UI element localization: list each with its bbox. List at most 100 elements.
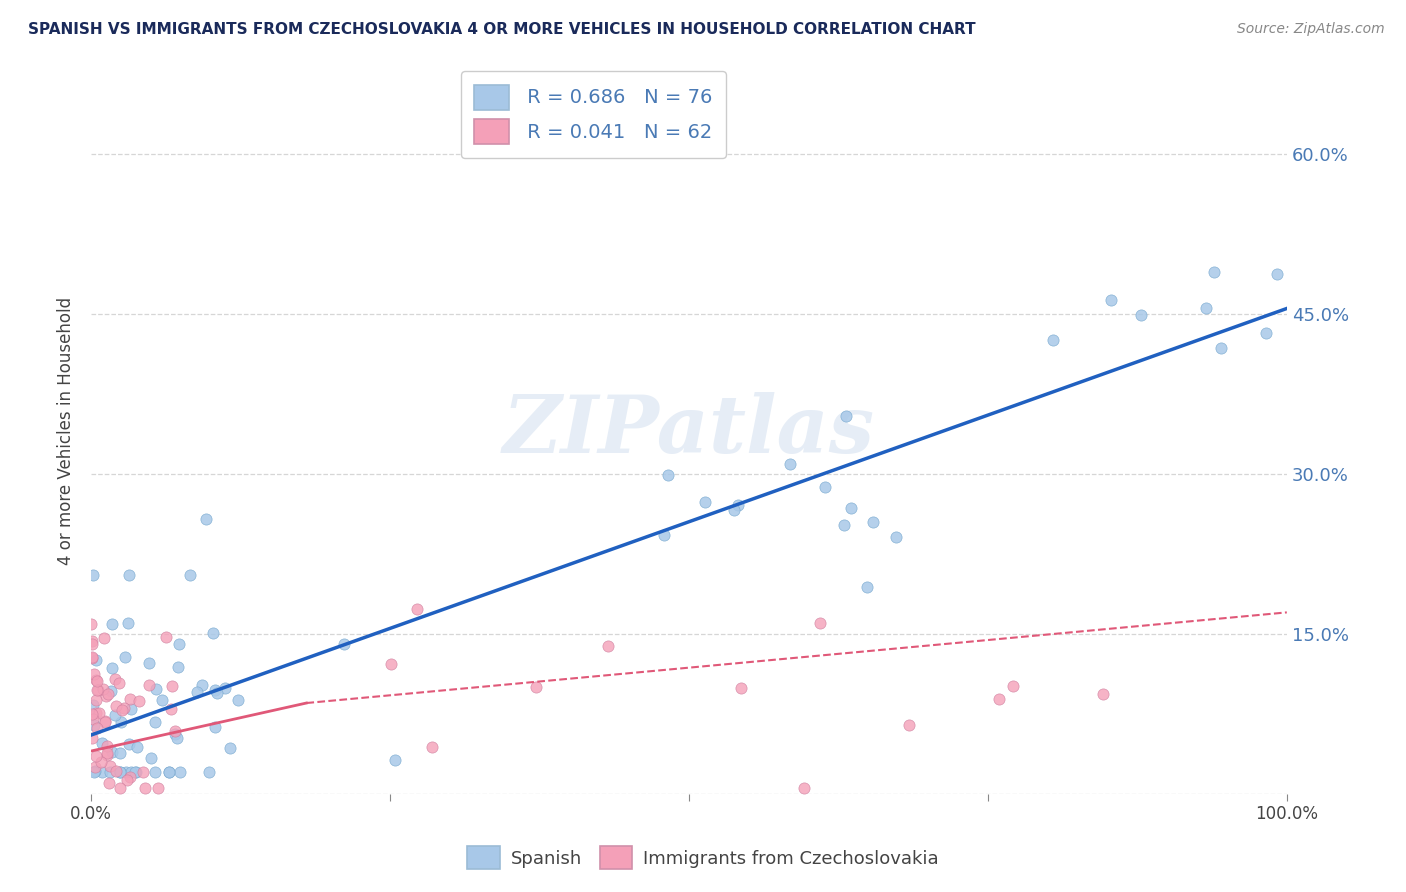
- Point: [988, 692, 1011, 706]
- Point: [104, 699, 127, 714]
- Point: [120, 702, 142, 716]
- Point: [82, 713, 104, 727]
- Point: [94, 690, 117, 704]
- Point: [80, 706, 103, 721]
- Point: [139, 751, 162, 765]
- Point: [333, 636, 356, 650]
- Point: [84, 673, 107, 687]
- Point: [96, 739, 118, 753]
- Point: [90, 756, 112, 770]
- Point: [657, 468, 679, 483]
- Point: [93, 632, 115, 646]
- Point: [86, 722, 108, 736]
- Point: [159, 765, 181, 780]
- Point: [163, 727, 186, 741]
- Point: [138, 657, 160, 671]
- Point: [83, 718, 105, 732]
- Legend: Spanish, Immigrants from Czechoslovakia: Spanish, Immigrants from Czechoslovakia: [458, 838, 948, 879]
- Point: [84, 706, 107, 720]
- Point: [138, 677, 160, 691]
- Point: [80, 731, 103, 745]
- Point: [115, 772, 138, 787]
- Point: [1002, 680, 1025, 694]
- Point: [186, 684, 208, 698]
- Point: [91, 682, 114, 697]
- Point: [80, 634, 103, 648]
- Point: [1202, 265, 1225, 279]
- Point: [814, 480, 837, 494]
- Point: [83, 666, 105, 681]
- Point: [897, 718, 920, 732]
- Point: [191, 677, 214, 691]
- Point: [134, 781, 156, 796]
- Point: [91, 765, 114, 780]
- Point: [1265, 267, 1288, 281]
- Point: [406, 602, 429, 616]
- Point: [723, 503, 745, 517]
- Point: [80, 616, 103, 631]
- Point: [166, 660, 188, 674]
- Point: [596, 639, 619, 653]
- Point: [82, 698, 104, 712]
- Point: [108, 781, 131, 796]
- Point: [1092, 687, 1115, 701]
- Point: [87, 706, 110, 720]
- Point: [96, 747, 118, 762]
- Point: [214, 681, 236, 695]
- Point: [1254, 326, 1277, 340]
- Point: [112, 701, 135, 715]
- Point: [100, 660, 122, 674]
- Point: [117, 616, 139, 631]
- Point: [108, 746, 131, 760]
- Point: [124, 765, 146, 780]
- Point: [834, 409, 856, 423]
- Point: [160, 702, 183, 716]
- Point: [98, 776, 121, 790]
- Point: [125, 740, 148, 755]
- Point: [834, 518, 856, 533]
- Point: [143, 765, 166, 780]
- Point: [148, 781, 170, 796]
- Point: [100, 759, 122, 773]
- Point: [104, 672, 127, 686]
- Point: [83, 765, 105, 780]
- Point: [110, 715, 132, 730]
- Point: [420, 740, 443, 755]
- Point: [94, 714, 117, 729]
- Point: [163, 724, 186, 739]
- Point: [101, 617, 124, 632]
- Point: [128, 694, 150, 708]
- Point: [132, 765, 155, 780]
- Point: [204, 720, 226, 734]
- Point: [207, 686, 229, 700]
- Text: Source: ZipAtlas.com: Source: ZipAtlas.com: [1237, 22, 1385, 37]
- Point: [117, 567, 139, 582]
- Point: [202, 626, 225, 640]
- Point: [118, 692, 141, 706]
- Point: [93, 714, 115, 729]
- Point: [96, 746, 118, 760]
- Point: [84, 749, 107, 764]
- Point: [86, 673, 108, 688]
- Point: [118, 738, 141, 752]
- Point: [143, 715, 166, 730]
- Point: [157, 765, 180, 780]
- Point: [1042, 333, 1064, 347]
- Point: [730, 681, 752, 696]
- Legend:  R = 0.686   N = 76,  R = 0.041   N = 62: R = 0.686 N = 76, R = 0.041 N = 62: [461, 71, 725, 158]
- Point: [695, 495, 717, 509]
- Point: [104, 764, 127, 778]
- Point: [169, 765, 191, 780]
- Point: [100, 745, 122, 759]
- Point: [1209, 342, 1232, 356]
- Point: [145, 681, 167, 696]
- Point: [86, 683, 108, 698]
- Point: [108, 765, 131, 780]
- Point: [204, 682, 226, 697]
- Point: [1099, 293, 1122, 308]
- Point: [80, 637, 103, 651]
- Point: [808, 615, 831, 630]
- Point: [120, 770, 142, 784]
- Point: [82, 567, 104, 582]
- Point: [1129, 308, 1152, 322]
